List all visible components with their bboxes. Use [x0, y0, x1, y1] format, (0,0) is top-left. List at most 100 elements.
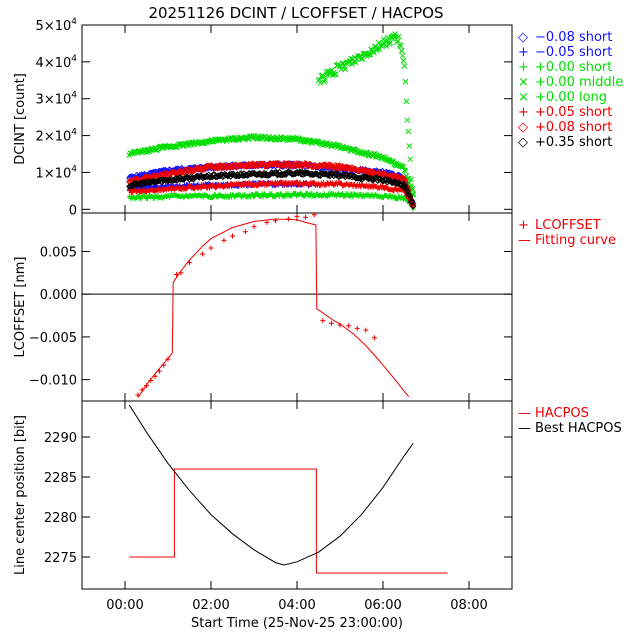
hacpos-y-tick-label: 2285 [44, 471, 77, 486]
lcoffset-y-tick-label: 0.005 [40, 245, 77, 260]
dcint-series-3-point [387, 39, 394, 46]
dcint-series-7-point [407, 198, 415, 205]
lcoffset-y-ticks: −0.010 −0.005 0.000 0.005 [29, 245, 512, 389]
lcoffset-series-0-point [371, 335, 377, 341]
lcoffset-panel: LCOFFSET [nm] −0.010 −0.005 0.000 0.005 + LC… [13, 212, 616, 402]
lcoffset-legend-symbol: + [518, 218, 529, 233]
dcint-series-7-point [392, 180, 400, 187]
lcoffset-y-tick-label: 0.000 [40, 288, 77, 303]
lcoffset-series-0-point [264, 219, 270, 225]
dcint-series-2-point [254, 191, 260, 197]
dcint-series-3-point [316, 76, 323, 83]
dcint-panel: DCINT [count] 0 1×104 2×104 3×104 4×104 5×104… [13, 17, 623, 218]
dcint-series-3-point [401, 63, 408, 69]
hacpos-x-ticks [124, 401, 470, 589]
x-tick-labels: 00:00 02:00 04:00 06:00 08:00 [106, 598, 487, 613]
dcint-series-3-point [358, 56, 365, 62]
dcint-series-3-point [376, 46, 383, 52]
dcint-series-3-point [352, 59, 359, 66]
lcoffset-series-0-point [311, 212, 317, 218]
dcint-series-4-point [409, 187, 415, 194]
lcoffset-y-tick-label: −0.005 [29, 331, 77, 346]
dcint-series-7-point [407, 193, 414, 200]
lcoffset-legend-symbol: — [518, 233, 531, 248]
x-axis-label: Start Time (25-Nov-25 23:00:00) [191, 616, 403, 631]
lcoffset-series [82, 212, 512, 398]
dcint-series-3-point [380, 36, 387, 42]
lcoffset-series-0-point [320, 318, 326, 324]
chart-title: 20251126 DCINT / LCOFFSET / HACPOS [148, 4, 443, 22]
lcoffset-series-0-point [346, 323, 352, 329]
dcint-series-7-point [303, 169, 311, 177]
dcint-series-4-point [344, 145, 351, 152]
x-tick-label: 04:00 [278, 598, 315, 613]
dcint-series-2-point [309, 190, 315, 196]
dcint-series [126, 31, 417, 212]
dcint-series-6-point [397, 175, 404, 182]
hacpos-series-0-line [129, 468, 448, 574]
dcint-legend-symbol: × [518, 90, 529, 105]
hacpos-ylabel: Line center position [bit] [13, 415, 28, 575]
hacpos-legend-symbol: — [518, 406, 531, 421]
dcint-series-4-point [172, 143, 179, 150]
lcoffset-series-0-point [242, 229, 248, 235]
dcint-legend-label: +0.00 middle [535, 75, 623, 90]
dcint-series-3-point [331, 71, 338, 78]
dcint-series-3-point [403, 98, 410, 105]
dcint-series-2-point [350, 194, 356, 200]
dcint-y-tick-label: 3×104 [36, 91, 78, 108]
dcint-series-7-point [201, 173, 208, 181]
dcint-legend-label: +0.05 short [535, 105, 612, 120]
lcoffset-series-0-point [354, 325, 360, 331]
hacpos-y-tick-label: 2280 [44, 511, 77, 526]
lcoffset-legend-label: LCOFFSET [535, 218, 601, 233]
lcoffset-series-0-point [230, 233, 235, 239]
dcint-series-6-point [360, 167, 367, 174]
dcint-series-6-point [388, 172, 396, 179]
hacpos-y-tick-label: 2290 [44, 431, 77, 446]
dcint-series-3-point [402, 78, 409, 85]
lcoffset-legend: + LCOFFSET — Fitting curve [518, 218, 616, 248]
dcint-y-ticks: 0 1×104 2×104 3×104 4×104 5×104 [36, 17, 512, 218]
lcoffset-series-0-point [294, 213, 300, 219]
dcint-series-5-point [337, 180, 343, 186]
dcint-y-tick-label: 4×104 [36, 54, 78, 71]
hacpos-y-ticks: 2275 2280 2285 2290 [44, 431, 512, 566]
dcint-series-6-point [361, 167, 368, 174]
dcint-series-5-point [306, 182, 312, 188]
lcoffset-plot-frame [81, 212, 513, 402]
hacpos-plot-frame [81, 400, 513, 590]
dcint-legend-label: −0.08 short [535, 30, 612, 45]
dcint-series-3-point [322, 77, 329, 83]
dcint-series-7-point [403, 186, 410, 193]
dcint-legend-symbol: ◇ [518, 120, 528, 135]
dcint-series-3-point [397, 43, 404, 50]
dcint-legend: ◇ −0.08 short + −0.05 short + +0.00 short × +0.… [518, 30, 623, 150]
hacpos-legend-label: Best HACPOS [535, 421, 622, 436]
dcint-series-6-point [320, 161, 327, 169]
dcint-legend-symbol: + [518, 105, 529, 120]
dcint-series-5-point [238, 183, 244, 189]
dcint-series-5-point [135, 187, 141, 193]
x-tick-label: 06:00 [364, 598, 401, 613]
dcint-legend-symbol: × [518, 75, 529, 90]
dcint-series-3-point [399, 52, 406, 59]
hacpos-series [128, 404, 448, 574]
dcint-series-7-point [329, 170, 337, 178]
dcint-series-4-point [371, 150, 377, 157]
dcint-series-4-point [374, 153, 381, 160]
dcint-series-6-point [175, 168, 183, 175]
dcint-series-7-point [139, 180, 146, 188]
lcoffset-legend-label: Fitting curve [535, 233, 616, 248]
x-tick-label: 08:00 [450, 598, 487, 613]
dcint-series-2-point [251, 193, 257, 199]
dcint-legend-symbol: + [518, 60, 529, 75]
hacpos-legend: — HACPOS — Best HACPOS [518, 406, 622, 436]
lcoffset-y-tick-label: −0.010 [29, 374, 77, 389]
dcint-series-2-point [260, 194, 266, 200]
hacpos-legend-label: HACPOS [535, 406, 589, 421]
dcint-series-7-point [404, 188, 411, 195]
dcint-series-3-point [317, 80, 324, 86]
dcint-legend-symbol: + [518, 45, 529, 60]
